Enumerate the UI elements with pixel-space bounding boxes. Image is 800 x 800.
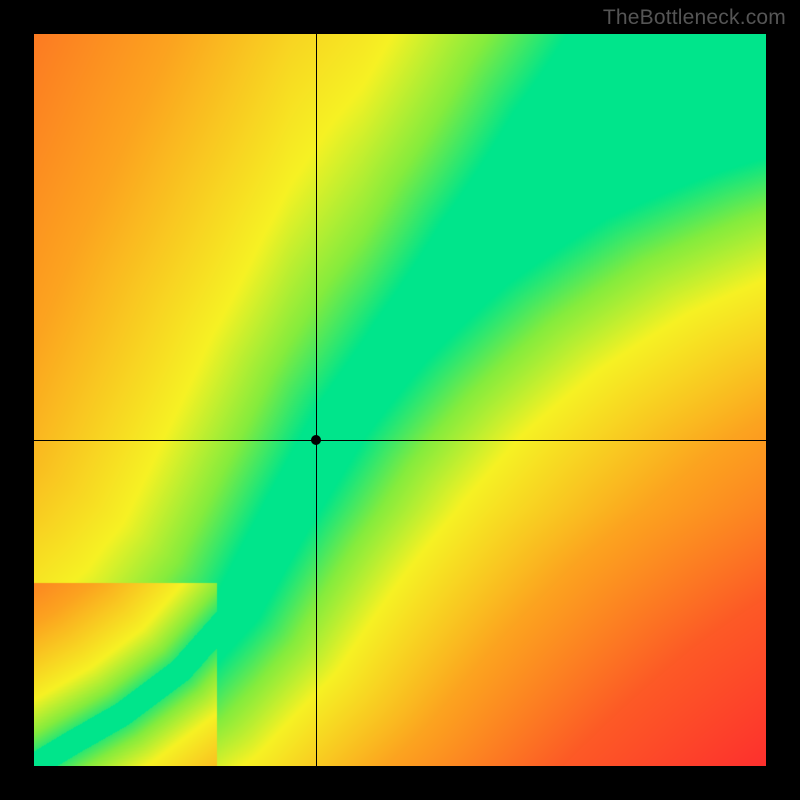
heatmap-plot bbox=[34, 34, 766, 766]
watermark-text: TheBottleneck.com bbox=[603, 6, 786, 30]
crosshair-horizontal bbox=[34, 440, 766, 441]
crosshair-vertical bbox=[316, 34, 317, 766]
heatmap-canvas bbox=[34, 34, 766, 766]
intersection-marker bbox=[311, 435, 321, 445]
